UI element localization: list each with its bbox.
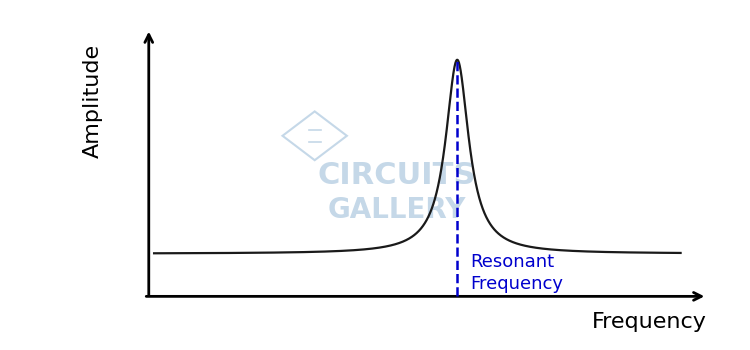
Text: Frequency: Frequency bbox=[592, 312, 707, 332]
Text: GALLERY: GALLERY bbox=[327, 196, 466, 224]
Text: Resonant
Frequency: Resonant Frequency bbox=[470, 253, 563, 293]
Text: CIRCUITS: CIRCUITS bbox=[317, 161, 476, 190]
Text: Amplitude: Amplitude bbox=[82, 44, 103, 159]
